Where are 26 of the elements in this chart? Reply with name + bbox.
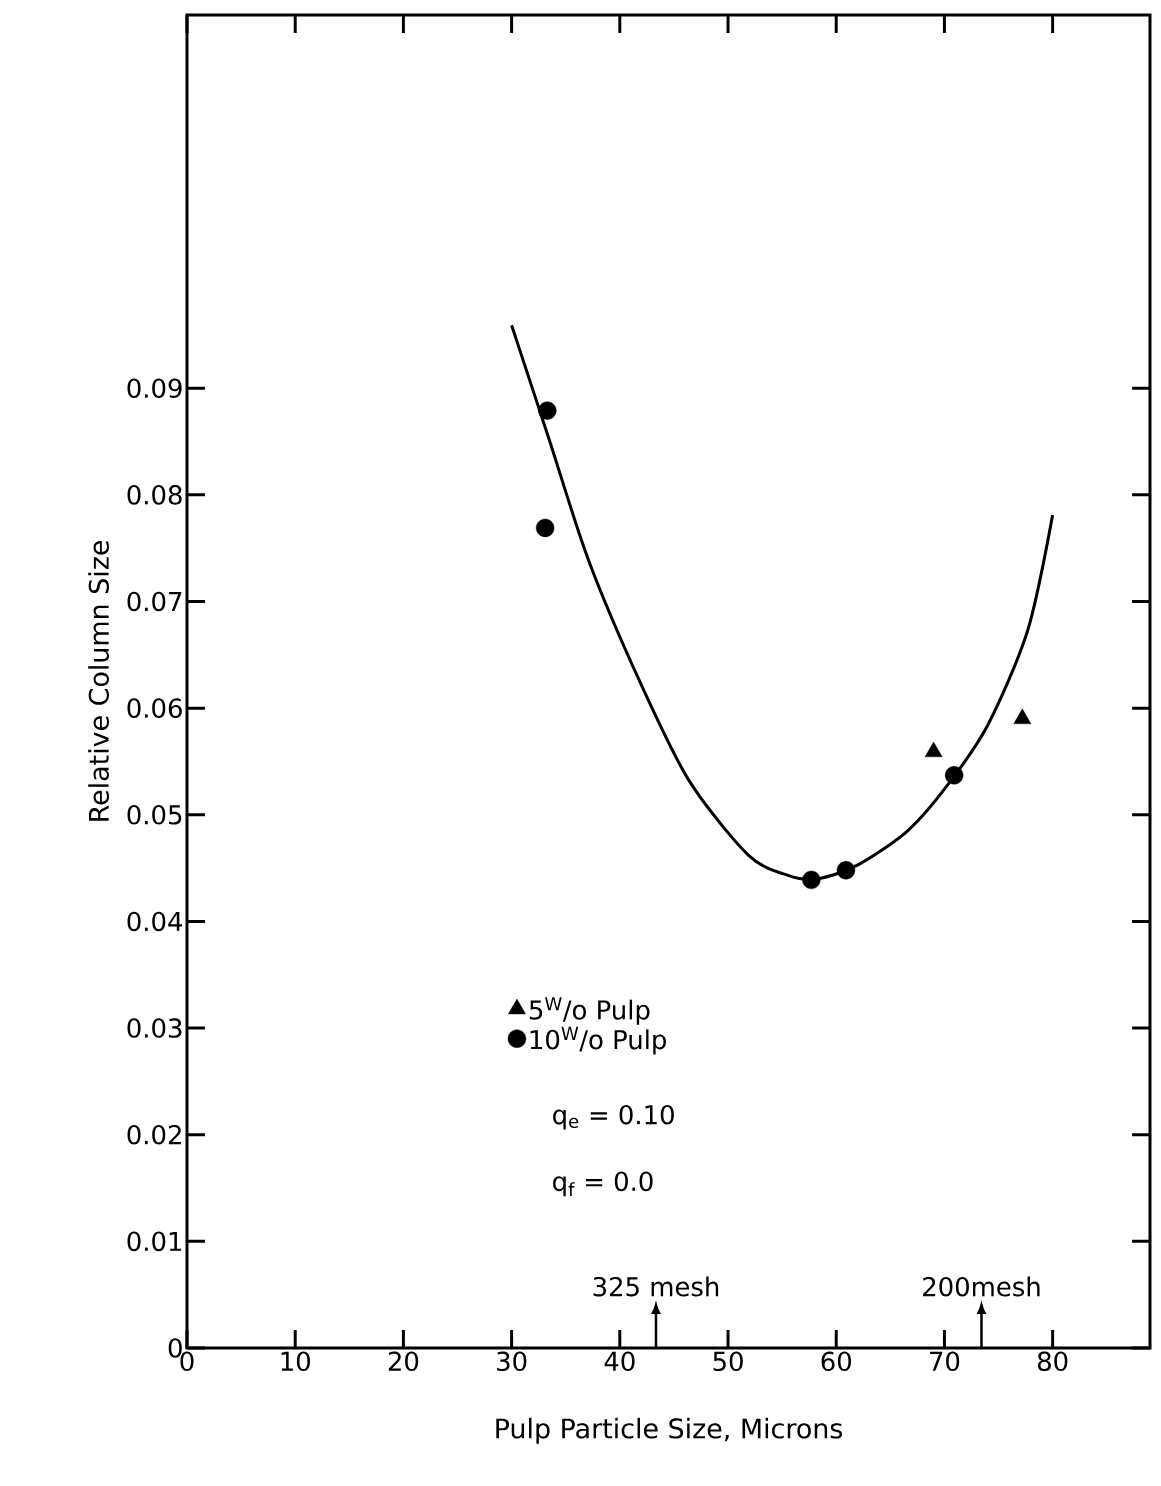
legend-label: 10$^{W}$/o Pulp	[530, 1026, 666, 1055]
y-tick-label: 0.06	[127, 698, 182, 718]
y-tick-label: 0.08	[127, 485, 182, 505]
y-axis-title: Relative Column Size	[88, 541, 109, 821]
y-tick-label: 0.05	[127, 804, 182, 825]
x-tick-label: 20	[388, 1351, 419, 1372]
x-tick-label: 60	[821, 1351, 851, 1372]
y-tick-label: 0.07	[127, 591, 182, 612]
y-tick-label: 0.04	[127, 911, 183, 932]
x-tick-label: 10	[281, 1351, 310, 1372]
x-tick-label: 30	[497, 1351, 527, 1372]
annotation: 200mesh	[923, 1276, 1040, 1297]
x-tick-label: 70	[930, 1351, 960, 1372]
y-tick-label: 0.03	[127, 1018, 182, 1038]
annotation: 325 mesh	[593, 1276, 719, 1297]
x-tick-label: 50	[713, 1351, 743, 1372]
y-tick-label: 0.01	[127, 1231, 182, 1252]
y-tick-label: 0.02	[127, 1124, 181, 1145]
x-tick-label: 40	[604, 1351, 635, 1372]
y-tick-label: 0	[168, 1338, 182, 1358]
y-tick-label: 0.09	[127, 378, 182, 399]
annotation: q$_{e}$ = 0.10	[553, 1104, 674, 1130]
x-axis-title: Pulp Particle Size, Microns	[496, 1417, 843, 1444]
x-tick-label: 80	[1037, 1351, 1068, 1372]
legend-label: 5$^{W}$/o Pulp	[529, 997, 650, 1025]
annotation: q$_{f}$ = 0.0	[553, 1171, 653, 1197]
